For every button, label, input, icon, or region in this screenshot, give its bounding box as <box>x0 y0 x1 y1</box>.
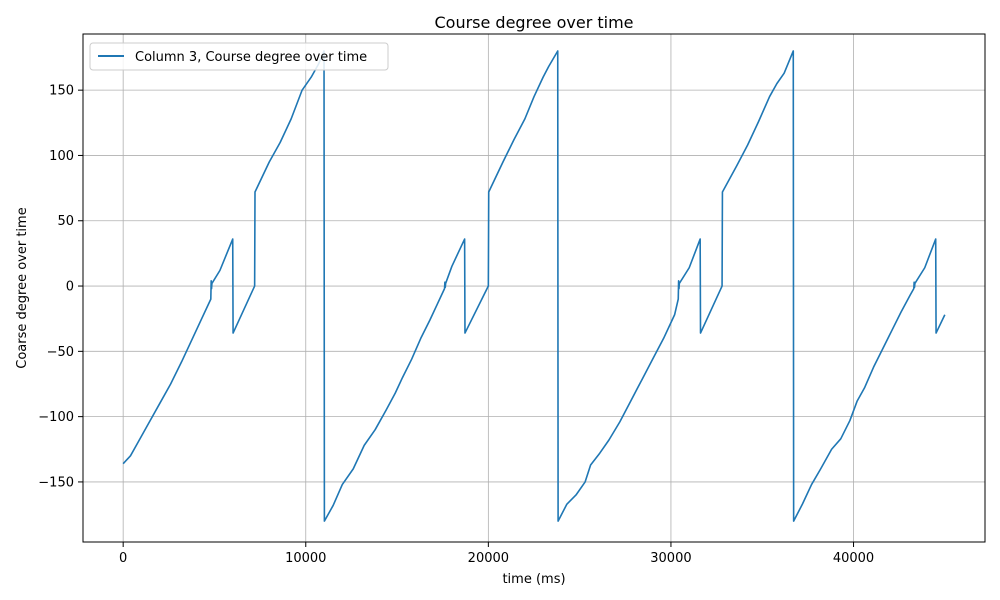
x-tick-label: 40000 <box>833 551 874 566</box>
y-tick-label: 50 <box>57 214 74 229</box>
x-tick-label: 0 <box>119 551 127 566</box>
x-tick-label: 10000 <box>285 551 326 566</box>
legend-entry-label: Column 3, Course degree over time <box>135 50 367 65</box>
plot-area-frame <box>82 33 986 543</box>
y-tick-label: 100 <box>49 149 74 164</box>
x-axis-title: time (ms) <box>502 572 565 587</box>
y-tick-label: −150 <box>38 475 74 490</box>
y-tick-label: 150 <box>49 84 74 99</box>
legend-box <box>89 42 389 71</box>
legend: Column 3, Course degree over time <box>89 42 389 71</box>
chart-title: Course degree over time <box>434 13 633 32</box>
x-axis-ticks: 0 10000 20000 30000 40000 <box>119 542 874 566</box>
x-tick-label: 20000 <box>468 551 509 566</box>
y-tick-label: −50 <box>47 345 74 360</box>
y-tick-label: 0 <box>66 280 74 295</box>
x-tick-label: 30000 <box>650 551 691 566</box>
series-layer <box>122 50 946 522</box>
y-tick-label: −100 <box>38 410 74 425</box>
y-axis-ticks: −150 −100 −50 0 50 100 150 <box>38 84 83 490</box>
y-axis-title: Coarse degree over time <box>15 207 30 368</box>
series-line <box>122 50 946 522</box>
